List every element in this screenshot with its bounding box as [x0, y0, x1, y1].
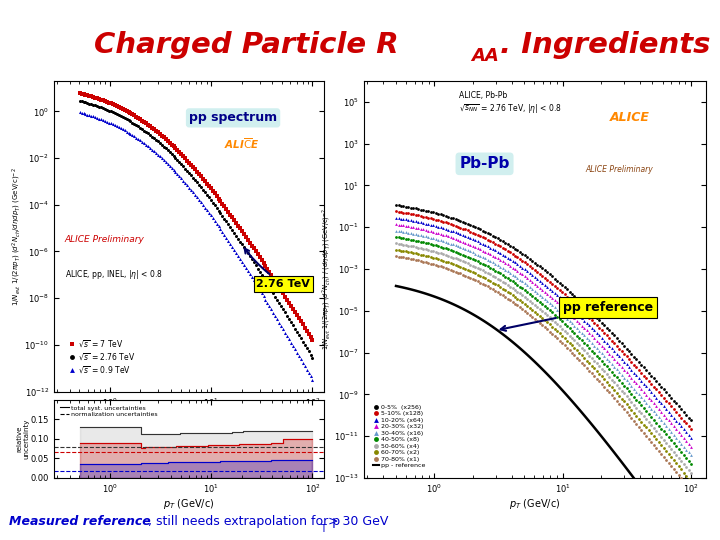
Y-axis label: $1/N_{evt}\ 1/(2\pi p_T)\ (d^2N_{ch})\ /\ (d\eta\,dp_T)\ (\mathrm{GeV/c})^{-2}$: $1/N_{evt}\ 1/(2\pi p_T)\ (d^2N_{ch})\ /…	[320, 208, 333, 350]
Text: Measured reference: Measured reference	[9, 515, 150, 528]
Legend: $\sqrt{s}$ = 7 TeV, $\sqrt{s}$ = 2.76 TeV, $\sqrt{s}$ = 0.9 TeV: $\sqrt{s}$ = 7 TeV, $\sqrt{s}$ = 2.76 Te…	[66, 335, 138, 379]
X-axis label: $p_T$ (GeV/c): $p_T$ (GeV/c)	[509, 497, 560, 510]
Text: T: T	[320, 524, 326, 535]
Text: pp spectrum: pp spectrum	[189, 111, 277, 124]
Y-axis label: $1/N_{evt}\ 1/(2\pi p_T)\ (d^2N_{ch}/d\eta dp_T)\ (\mathrm{GeV/c})^{-2}$: $1/N_{evt}\ 1/(2\pi p_T)\ (d^2N_{ch}/d\e…	[11, 167, 23, 306]
Text: . Ingredients: . Ingredients	[500, 31, 711, 59]
Text: $\sqrt{s_{NN}}$ = 2.76 TeV, $|\eta|$ < 0.8: $\sqrt{s_{NN}}$ = 2.76 TeV, $|\eta|$ < 0…	[459, 103, 562, 116]
Text: ALI$\overline{\mathrm{C}}$E: ALI$\overline{\mathrm{C}}$E	[224, 137, 259, 151]
X-axis label: $p_T$ (GeV/c): $p_T$ (GeV/c)	[163, 497, 215, 510]
Text: , still needs extrapolation for p: , still needs extrapolation for p	[148, 515, 340, 528]
Text: ALICE Preliminary: ALICE Preliminary	[586, 165, 654, 174]
Text: 20: 20	[11, 23, 28, 36]
Legend: 0-5%  (x256), 5-10% (x128), 10-20% (x64), 20-30% (x32), 30-40% (x16), 40-50% (x8: 0-5% (x256), 5-10% (x128), 10-20% (x64),…	[370, 402, 428, 471]
Text: Charged Particle R: Charged Particle R	[94, 31, 398, 59]
Text: AA: AA	[472, 46, 500, 65]
Text: Pb-Pb: Pb-Pb	[459, 156, 510, 171]
Text: > 30 GeV: > 30 GeV	[328, 515, 388, 528]
X-axis label: $p_T$ (GeV/c): $p_T$ (GeV/c)	[163, 410, 215, 424]
Text: pp reference: pp reference	[500, 301, 653, 331]
Text: ALICE: ALICE	[610, 111, 649, 124]
Text: ALICE, pp, INEL, $|\eta|$ < 0.8: ALICE, pp, INEL, $|\eta|$ < 0.8	[65, 268, 162, 281]
Y-axis label: relative
uncertainty: relative uncertainty	[17, 418, 30, 459]
Text: 2.76 TeV: 2.76 TeV	[245, 248, 310, 289]
Text: ALICE Preliminary: ALICE Preliminary	[65, 235, 145, 245]
Legend: total syst. uncertainties, normalization uncertainties: total syst. uncertainties, normalization…	[57, 403, 160, 420]
Text: ALICE, Pb-Pb: ALICE, Pb-Pb	[459, 91, 508, 100]
